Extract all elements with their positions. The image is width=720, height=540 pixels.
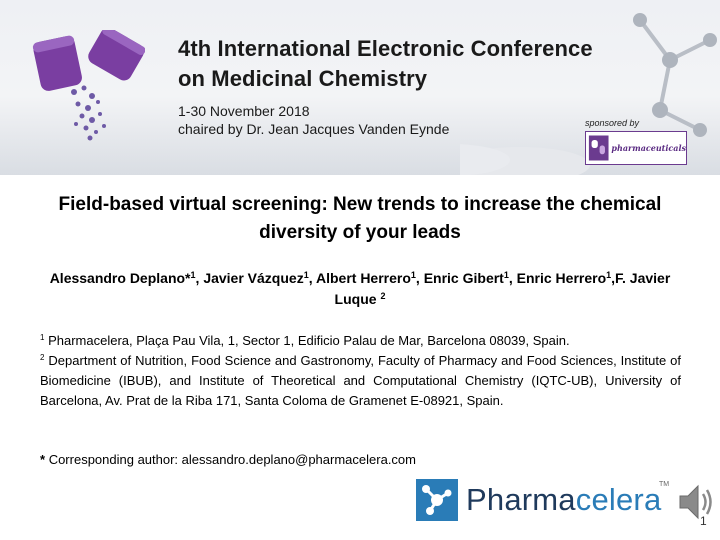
author-affiliation-mark: 2 bbox=[380, 291, 386, 301]
affiliation-1: 1 Pharmacelera, Plaça Pau Vila, 1, Secto… bbox=[40, 331, 681, 351]
sponsor-logo: pharmaceuticals bbox=[585, 131, 687, 165]
trademark-mark: TM bbox=[659, 481, 670, 488]
affiliation-number: 2 bbox=[40, 353, 45, 362]
author-separator: , bbox=[508, 270, 517, 286]
conference-dates: 1-30 November 2018 bbox=[178, 103, 310, 119]
author-name: Enric Herrero bbox=[516, 270, 607, 286]
page-number: 1 bbox=[700, 514, 707, 528]
corresponding-mark: * bbox=[40, 452, 46, 467]
author-affiliation-mark: 1 bbox=[410, 270, 416, 280]
sponsor-label: sponsored by bbox=[585, 118, 640, 128]
author-separator: , bbox=[308, 270, 316, 286]
pharmacelera-mark-icon bbox=[416, 479, 458, 521]
corresponding-author-text: Corresponding author: alessandro.deplano… bbox=[48, 452, 416, 467]
sponsor-name: pharmaceuticals bbox=[611, 143, 686, 153]
affiliation-text: Department of Nutrition, Food Science an… bbox=[40, 353, 681, 408]
author-name: Enric Gibert bbox=[423, 270, 504, 286]
pharmaceuticals-journal-icon bbox=[588, 135, 609, 161]
author-name: Albert Herrero bbox=[315, 270, 411, 286]
affiliation-text: Pharmacelera, Plaça Pau Vila, 1, Sector … bbox=[48, 333, 570, 348]
conference-title: 4th International Electronic Conference … bbox=[178, 34, 593, 94]
author-list: Alessandro Deplano*1, Javier Vázquez1, A… bbox=[30, 268, 690, 310]
affiliation-number: 1 bbox=[40, 333, 45, 342]
author-affiliation-mark: 1 bbox=[303, 270, 309, 280]
author-name: Javier Vázquez bbox=[203, 270, 304, 286]
author-separator: , bbox=[415, 270, 424, 286]
conference-title-line2: on Medicinal Chemistry bbox=[178, 66, 428, 91]
conference-banner: 4th International Electronic Conference … bbox=[0, 0, 720, 175]
corresponding-author: * Corresponding author: alessandro.depla… bbox=[40, 451, 416, 469]
conference-chair: chaired by Dr. Jean Jacques Vanden Eynde bbox=[178, 121, 450, 137]
conference-title-line1: 4th International Electronic Conference bbox=[178, 36, 593, 61]
author-name: Alessandro Deplano* bbox=[49, 270, 191, 286]
author-separator: , bbox=[611, 270, 616, 286]
sponsor-block: sponsored by pharmaceuticals bbox=[585, 118, 688, 165]
author-name: F. Javier Luque bbox=[334, 270, 671, 307]
speaker-icon[interactable] bbox=[676, 480, 716, 524]
author-affiliation-mark: 1 bbox=[503, 270, 509, 280]
paper-title: Field-based virtual screening: New trend… bbox=[58, 194, 662, 243]
affiliation-2: 2 Department of Nutrition, Food Science … bbox=[40, 351, 681, 411]
conference-details: 1-30 November 2018 chaired by Dr. Jean J… bbox=[178, 102, 449, 138]
capsule-logo-icon bbox=[32, 30, 145, 141]
author-affiliation-mark: 1 bbox=[606, 270, 612, 280]
wordmark-part1: Pharma bbox=[466, 482, 576, 517]
molecule-background-graphic bbox=[460, 13, 717, 175]
pharmacelera-logo: Pharmacelera bbox=[416, 479, 661, 521]
author-affiliation-mark: 1 bbox=[190, 270, 196, 280]
wordmark-part2: celera bbox=[575, 482, 662, 517]
author-separator: , bbox=[195, 270, 204, 286]
pharmacelera-wordmark: Pharmacelera bbox=[466, 479, 661, 521]
